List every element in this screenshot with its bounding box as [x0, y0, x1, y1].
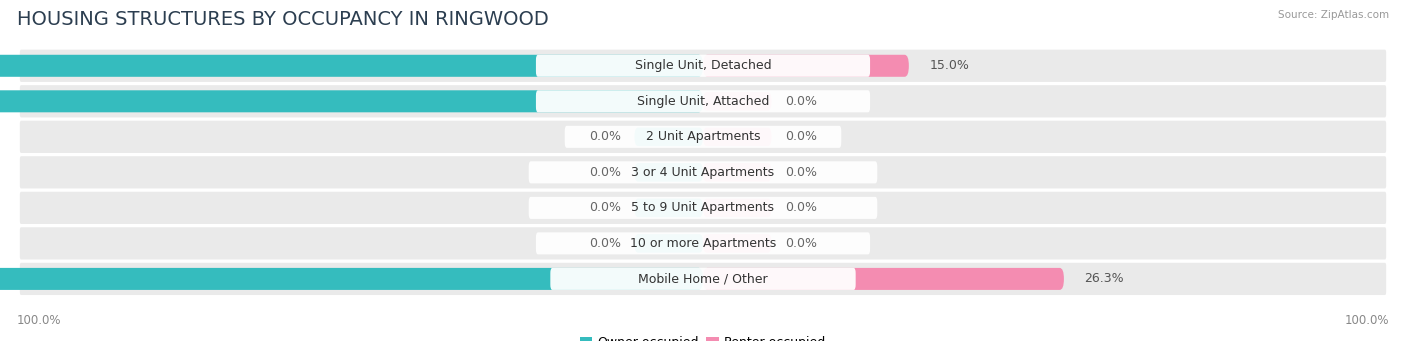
Text: 10 or more Apartments: 10 or more Apartments [630, 237, 776, 250]
Text: Mobile Home / Other: Mobile Home / Other [638, 272, 768, 285]
Text: 2 Unit Apartments: 2 Unit Apartments [645, 130, 761, 143]
Text: HOUSING STRUCTURES BY OCCUPANCY IN RINGWOOD: HOUSING STRUCTURES BY OCCUPANCY IN RINGW… [17, 10, 548, 29]
Text: 26.3%: 26.3% [1084, 272, 1125, 285]
FancyBboxPatch shape [634, 128, 703, 146]
FancyBboxPatch shape [550, 268, 856, 290]
Text: Source: ZipAtlas.com: Source: ZipAtlas.com [1278, 10, 1389, 20]
FancyBboxPatch shape [703, 163, 772, 182]
FancyBboxPatch shape [703, 92, 772, 111]
FancyBboxPatch shape [0, 55, 703, 77]
Text: 0.0%: 0.0% [589, 202, 620, 214]
Text: 100.0%: 100.0% [17, 314, 62, 327]
Text: Single Unit, Detached: Single Unit, Detached [634, 59, 772, 72]
Text: 0.0%: 0.0% [786, 130, 817, 143]
Text: 15.0%: 15.0% [929, 59, 969, 72]
FancyBboxPatch shape [703, 55, 908, 77]
FancyBboxPatch shape [529, 161, 877, 183]
FancyBboxPatch shape [20, 263, 1386, 295]
FancyBboxPatch shape [20, 156, 1386, 189]
FancyBboxPatch shape [536, 232, 870, 254]
FancyBboxPatch shape [634, 163, 703, 182]
FancyBboxPatch shape [634, 234, 703, 253]
Text: 0.0%: 0.0% [589, 166, 620, 179]
Text: 0.0%: 0.0% [786, 95, 817, 108]
FancyBboxPatch shape [703, 268, 1064, 290]
Text: 100.0%: 100.0% [1344, 314, 1389, 327]
FancyBboxPatch shape [703, 198, 772, 217]
FancyBboxPatch shape [20, 192, 1386, 224]
Text: 0.0%: 0.0% [786, 202, 817, 214]
FancyBboxPatch shape [703, 128, 772, 146]
FancyBboxPatch shape [634, 198, 703, 217]
FancyBboxPatch shape [703, 234, 772, 253]
FancyBboxPatch shape [0, 268, 703, 290]
Legend: Owner-occupied, Renter-occupied: Owner-occupied, Renter-occupied [575, 331, 831, 341]
FancyBboxPatch shape [20, 85, 1386, 117]
Text: 0.0%: 0.0% [786, 237, 817, 250]
FancyBboxPatch shape [20, 227, 1386, 260]
FancyBboxPatch shape [0, 90, 703, 112]
FancyBboxPatch shape [529, 197, 877, 219]
FancyBboxPatch shape [565, 126, 841, 148]
Text: 0.0%: 0.0% [589, 237, 620, 250]
FancyBboxPatch shape [536, 55, 870, 77]
Text: 0.0%: 0.0% [786, 166, 817, 179]
Text: 0.0%: 0.0% [589, 130, 620, 143]
FancyBboxPatch shape [20, 50, 1386, 82]
FancyBboxPatch shape [536, 90, 870, 112]
Text: Single Unit, Attached: Single Unit, Attached [637, 95, 769, 108]
FancyBboxPatch shape [20, 121, 1386, 153]
Text: 5 to 9 Unit Apartments: 5 to 9 Unit Apartments [631, 202, 775, 214]
Text: 3 or 4 Unit Apartments: 3 or 4 Unit Apartments [631, 166, 775, 179]
